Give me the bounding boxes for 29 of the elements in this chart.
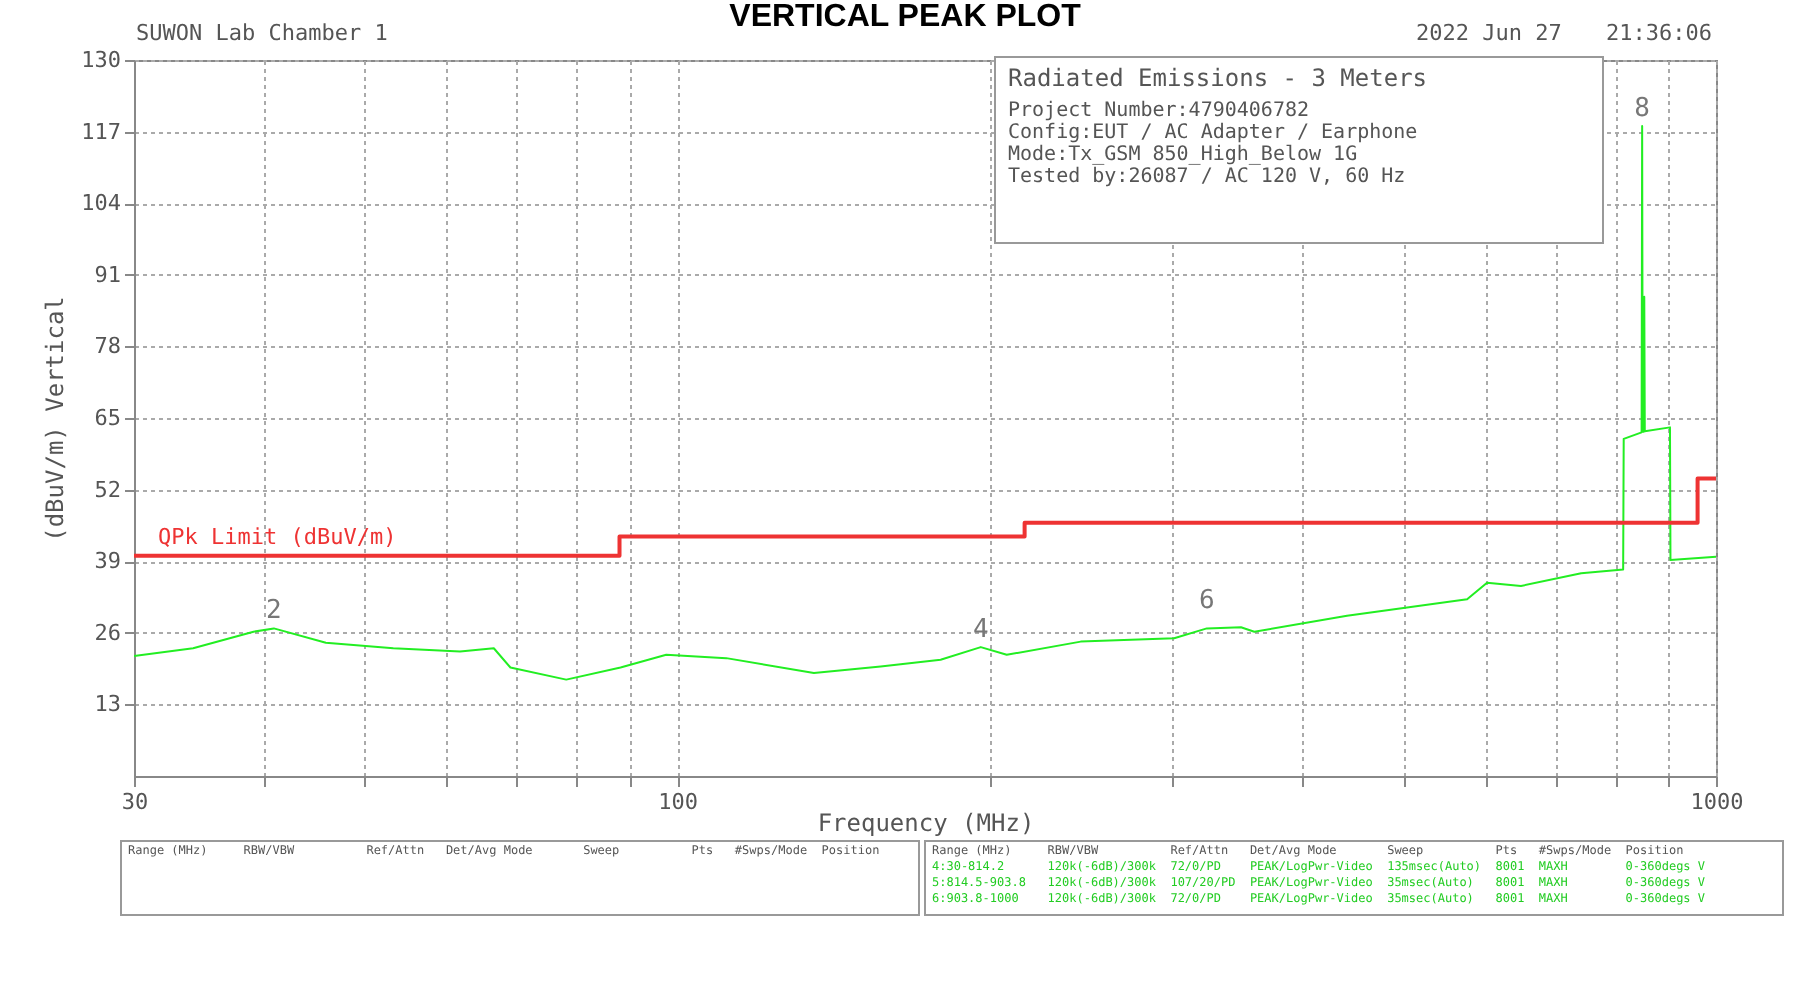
chart-title: VERTICAL PEAK PLOT [729, 0, 1081, 34]
annotation: 4 [972, 615, 989, 646]
x-tick-label: 100 [658, 789, 699, 815]
y-tick-label: 130 [81, 47, 121, 73]
y-tick-label: 65 [94, 405, 121, 431]
y-tick-label: 104 [81, 190, 122, 217]
text: 2022 Jun 27 [1416, 20, 1562, 46]
y-tick-label: 13 [94, 691, 121, 718]
x-tick-label: 1000 [1690, 789, 1744, 815]
y-tick-label: 78 [94, 333, 121, 360]
x-axis-title: Frequency (MHz) [817, 809, 1035, 837]
x-tick-label: 30 [121, 789, 149, 815]
annotation: Radiated Emissions - 3 Meters [1008, 64, 1430, 92]
text: 21:36:06 [1606, 20, 1712, 46]
annotation: 2 [266, 596, 282, 627]
annotation: Project Number:4790406782 [1008, 100, 1312, 122]
y-tick-label: 117 [81, 118, 121, 145]
annotation: Config:EUT / AC Adapter / Earphone [1008, 122, 1420, 144]
y-axis-title: (dBuV/m) Vertical [41, 296, 70, 542]
y-tick-label: 26 [94, 619, 121, 646]
annotation: Tested by:26087 / AC 120 V, 60 Hz [1008, 166, 1408, 188]
series-label: QPk Limit (dBuV/m) [158, 523, 397, 550]
annotation: Mode:Tx_GSM 850_High_Below 1G [1008, 144, 1360, 166]
annotation: 6 [1199, 586, 1215, 617]
y-tick-label: 91 [94, 261, 121, 288]
text: SUWON Lab Chamber 1 [136, 20, 388, 46]
y-tick-label: 39 [94, 548, 121, 575]
y-tick-label: 52 [94, 476, 121, 503]
annotation: 8 [1634, 94, 1650, 125]
